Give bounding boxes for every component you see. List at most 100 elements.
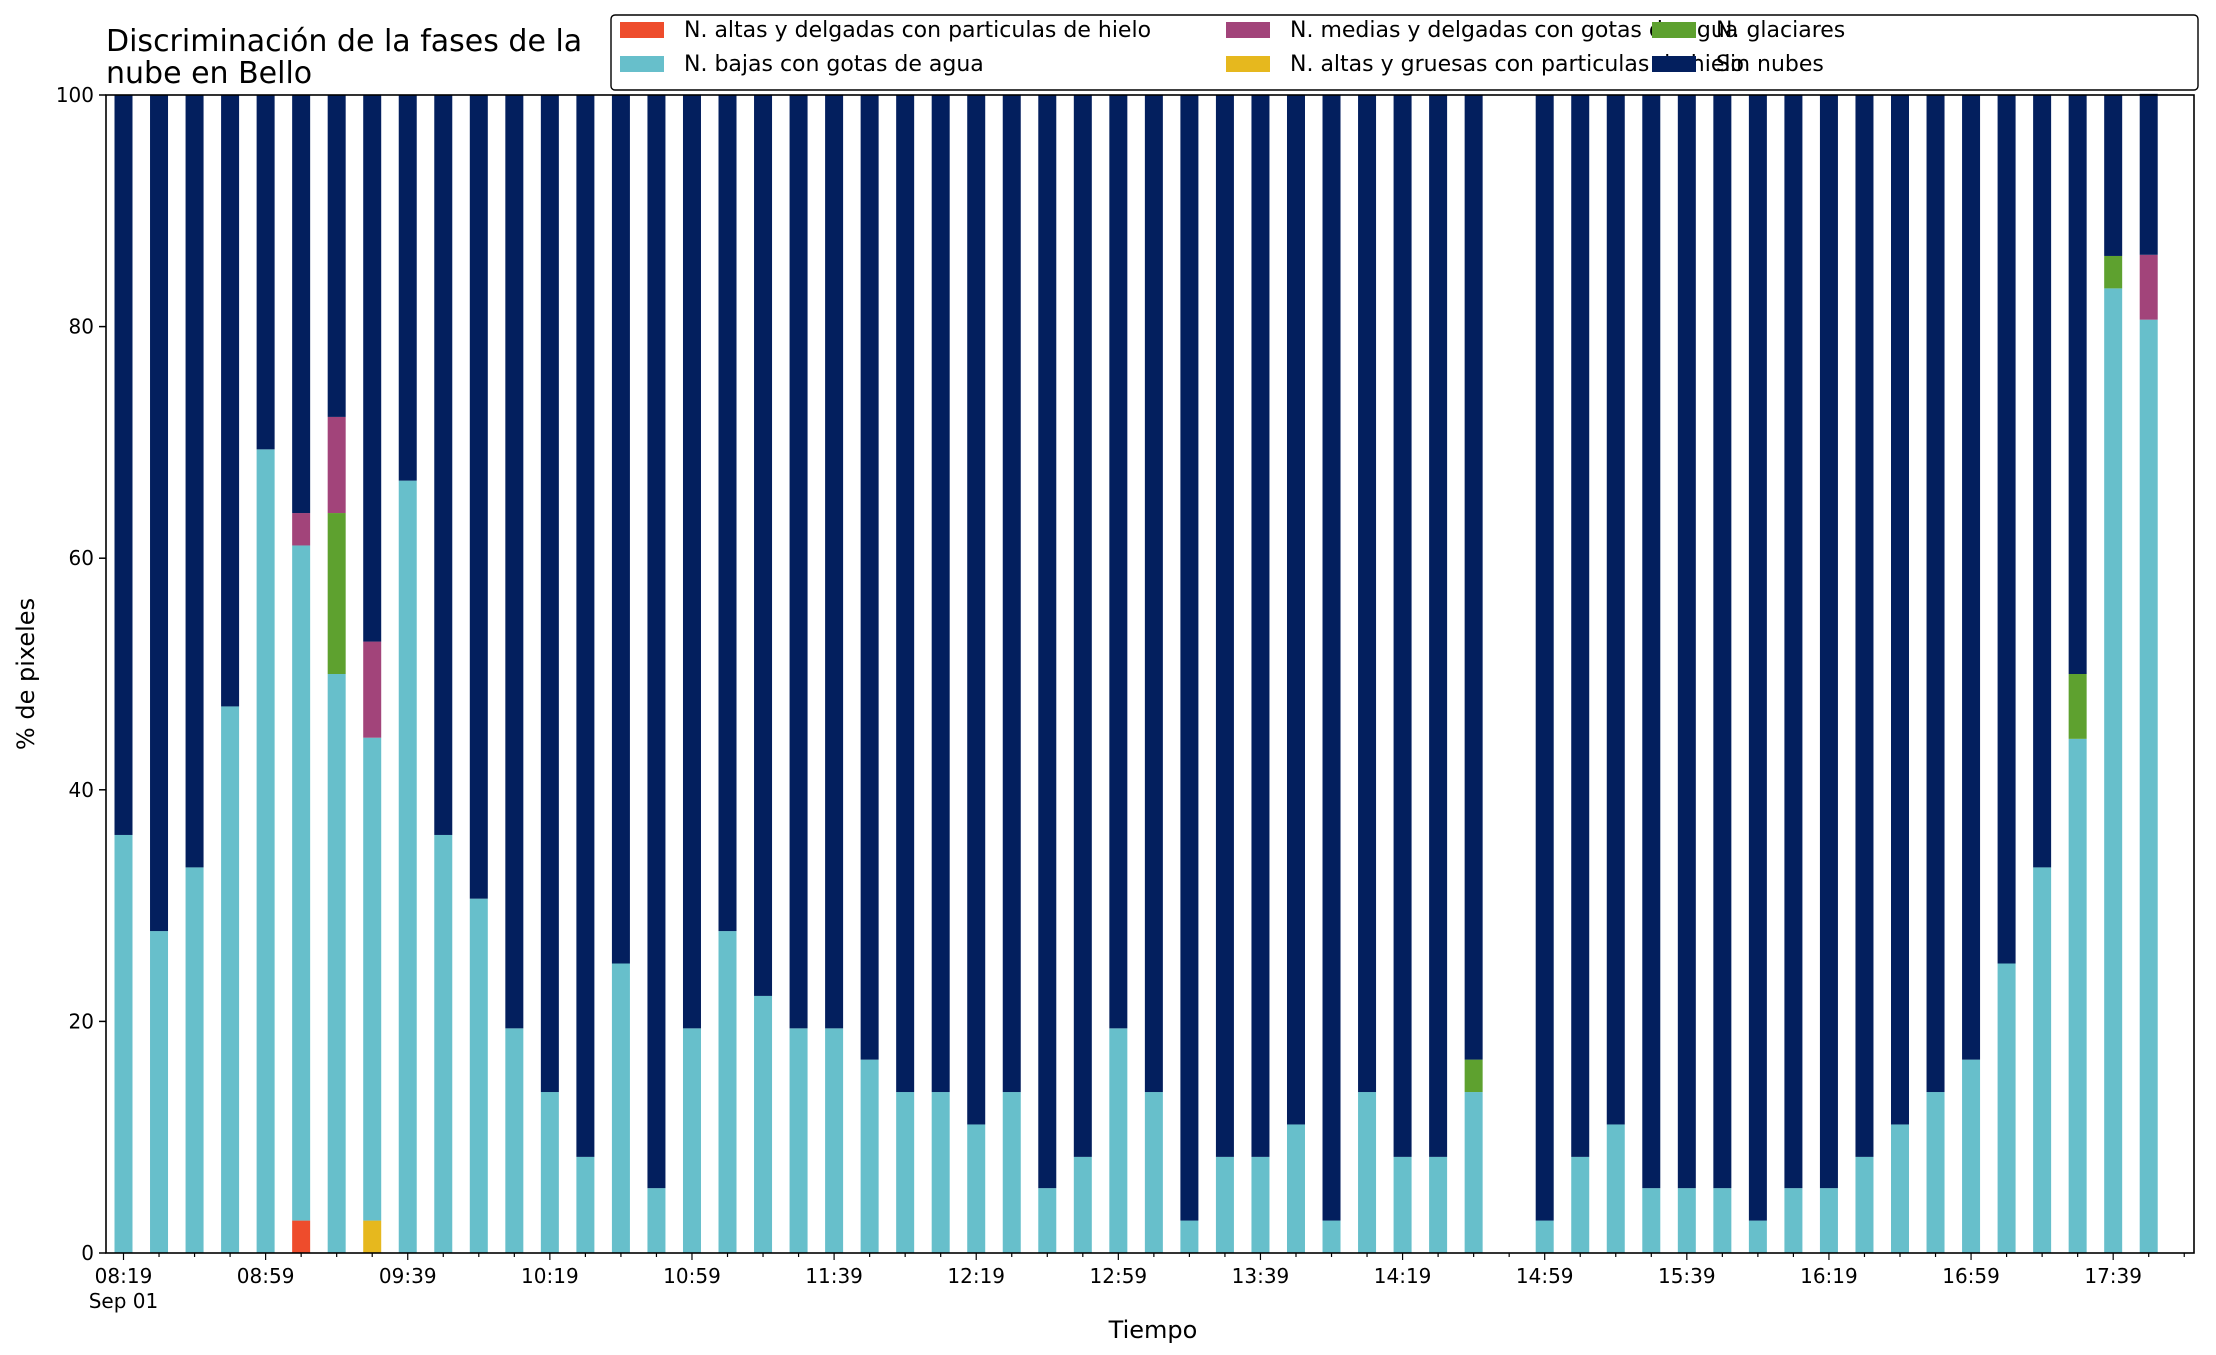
bar-segment-1409-s5 xyxy=(1358,95,1377,1093)
bar-segment-1139-s2 xyxy=(825,1028,844,1253)
bar-segment-1059-s5 xyxy=(682,95,701,1029)
bar-segment-1619-s2 xyxy=(1819,1188,1838,1253)
y-axis: 0 20 40 60 80 100 xyxy=(56,83,106,1265)
bar-segment-1309-s5 xyxy=(1144,95,1163,1093)
bar-segment-1129-s2 xyxy=(789,1028,808,1253)
bar-segment-0909-s4 xyxy=(292,513,311,546)
x-axis: 08:19 08:59 09:39 10:19 10:59 11:39 12:19 12:59… xyxy=(89,1253,2185,1313)
bar-segment-1649-s2 xyxy=(1926,1092,1945,1253)
bar-segment-1649-s5 xyxy=(1926,95,1945,1093)
bar-segment-1549-s5 xyxy=(1713,95,1732,1189)
bar-segment-1149-s2 xyxy=(860,1059,879,1253)
bar-segment-1259-s2 xyxy=(1109,1028,1128,1253)
bar-segment-0909-s2 xyxy=(292,545,311,1221)
legend-label: N. altas y delgadas con particulas de hi… xyxy=(684,18,1151,43)
legend-label: N. bajas con gotas de agua xyxy=(684,52,984,77)
bar-segment-1259-s5 xyxy=(1109,95,1128,1029)
bar-segment-1659-s2 xyxy=(1962,1059,1981,1253)
legend-frame xyxy=(610,14,2199,91)
bar-segment-1319-s2 xyxy=(1180,1220,1199,1253)
y-tick-label: 0 xyxy=(81,1241,94,1265)
x-tick-label: 10:19 xyxy=(521,1264,579,1288)
x-tick-label: 10:59 xyxy=(663,1264,721,1288)
bars-group xyxy=(114,93,2158,1254)
bar-segment-0929-s2 xyxy=(363,737,382,1221)
bar-segment-1229-s5 xyxy=(1002,95,1021,1093)
legend-swatch xyxy=(1652,56,1696,72)
bar-segment-1349-s2 xyxy=(1286,1124,1305,1253)
legend-swatch xyxy=(620,22,664,38)
bar-segment-1009-s5 xyxy=(505,95,524,1029)
bar-segment-1549-s2 xyxy=(1713,1188,1732,1253)
bar-segment-0949-s2 xyxy=(434,834,453,1253)
bar-segment-1009-s2 xyxy=(505,1028,524,1253)
bar-segment-1159-s5 xyxy=(896,95,915,1093)
x-tick-label: 16:59 xyxy=(1942,1264,2000,1288)
legend-label: Sin nubes xyxy=(1716,52,1824,77)
bar-segment-0839-s2 xyxy=(185,867,204,1253)
bar-segment-0929-s4 xyxy=(363,641,382,738)
bar-segment-0819-s2 xyxy=(114,834,133,1253)
bar-segment-0959-s2 xyxy=(469,898,488,1253)
bar-segment-1529-s2 xyxy=(1642,1188,1661,1253)
y-tick-label: 80 xyxy=(69,315,94,339)
bar-segment-0919-s4 xyxy=(327,416,346,514)
bar-segment-1329-s5 xyxy=(1215,95,1234,1157)
bar-segment-1409-s2 xyxy=(1358,1092,1377,1253)
bar-segment-1719-s2 xyxy=(2033,867,2052,1253)
bar-segment-1229-s2 xyxy=(1002,1092,1021,1253)
bar-segment-1519-s5 xyxy=(1606,95,1625,1125)
bar-segment-0939-s2 xyxy=(398,480,417,1253)
chart-title-line-2: nube en Bello xyxy=(106,56,312,91)
bar-segment-0939-s5 xyxy=(398,95,417,481)
bar-segment-1349-s5 xyxy=(1286,95,1305,1125)
x-tick-label: 14:19 xyxy=(1374,1264,1432,1288)
bar-segment-1709-s5 xyxy=(1997,95,2016,964)
bar-segment-1029-s5 xyxy=(576,95,595,1157)
bar-segment-1039-s5 xyxy=(611,95,630,964)
plot-frame xyxy=(105,94,2195,1254)
bar-segment-0849-s5 xyxy=(221,95,240,707)
bar-segment-1239-s5 xyxy=(1038,95,1057,1189)
bar-segment-0949-s5 xyxy=(434,95,453,835)
legend-swatch xyxy=(620,56,664,72)
bar-segment-1319-s5 xyxy=(1180,95,1199,1221)
bar-segment-1059-s2 xyxy=(682,1028,701,1253)
bar-segment-1739-s3 xyxy=(2104,255,2123,289)
bar-segment-0839-s5 xyxy=(185,95,204,868)
bar-segment-1049-s5 xyxy=(647,95,666,1189)
bar-segment-0819-s5 xyxy=(114,95,133,835)
bar-segment-1459-s5 xyxy=(1535,95,1554,1221)
bar-segment-1359-s2 xyxy=(1322,1220,1341,1253)
bar-segment-1509-s5 xyxy=(1571,95,1590,1157)
bar-segment-1519-s2 xyxy=(1606,1124,1625,1253)
bar-segment-1539-s5 xyxy=(1677,95,1696,1189)
bar-segment-1749-s5 xyxy=(2139,93,2158,255)
legend-label: N. glaciares xyxy=(1716,18,1845,43)
bar-segment-0929-s5 xyxy=(363,95,382,642)
bar-segment-1209-s5 xyxy=(931,95,950,1093)
bar-segment-1659-s5 xyxy=(1962,95,1981,1060)
y-tick-label: 20 xyxy=(69,1009,94,1033)
bar-segment-1629-s2 xyxy=(1855,1156,1874,1253)
bar-segment-1329-s2 xyxy=(1215,1156,1234,1253)
bar-segment-1509-s2 xyxy=(1571,1156,1590,1253)
bar-segment-1159-s2 xyxy=(896,1092,915,1253)
x-tick-label: 08:59 xyxy=(237,1264,295,1288)
bar-segment-0859-s5 xyxy=(256,95,275,450)
bar-segment-0919-s5 xyxy=(327,95,346,417)
bar-segment-1339-s5 xyxy=(1251,95,1270,1157)
y-axis-title: % de pixeles xyxy=(12,598,40,750)
bar-segment-1749-s2 xyxy=(2139,319,2158,1253)
bar-segment-0829-s2 xyxy=(150,931,169,1253)
x-tick-label: 08:19 xyxy=(95,1264,153,1288)
bar-segment-1119-s2 xyxy=(754,995,773,1253)
bar-segment-1249-s2 xyxy=(1073,1156,1092,1253)
bar-segment-1709-s2 xyxy=(1997,963,2016,1253)
bar-segment-1619-s5 xyxy=(1819,95,1838,1189)
bar-segment-1339-s2 xyxy=(1251,1156,1270,1253)
x-tick-label: 09:39 xyxy=(379,1264,437,1288)
bar-segment-0849-s2 xyxy=(221,706,240,1253)
bar-segment-1419-s2 xyxy=(1393,1156,1412,1253)
